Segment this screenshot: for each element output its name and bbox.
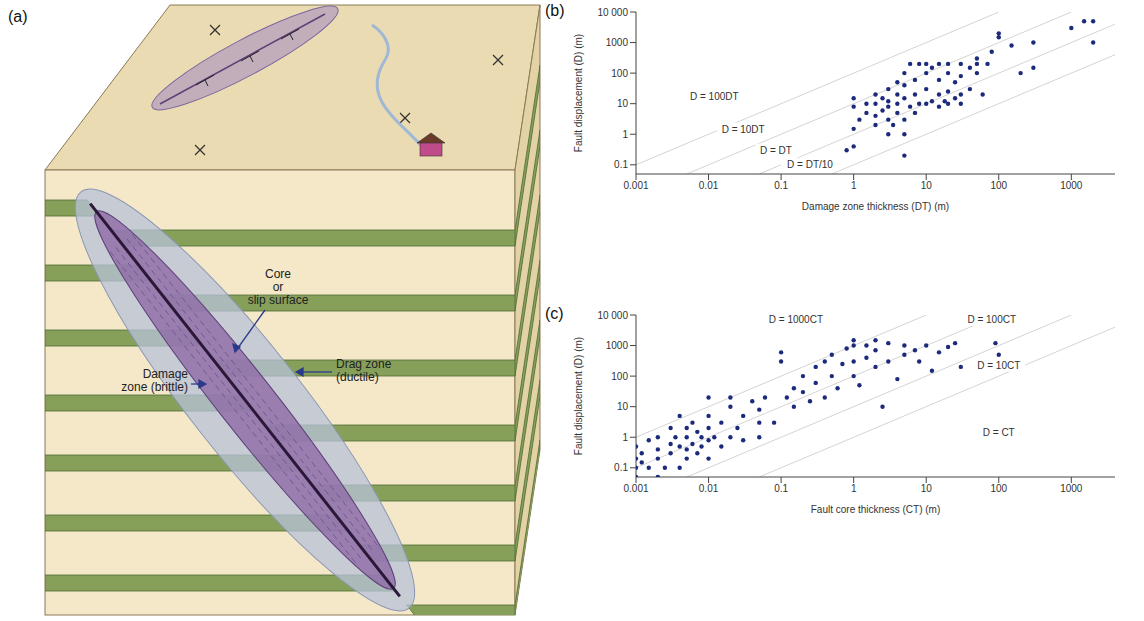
svg-text:Damagezone (brittle): Damagezone (brittle) [121,367,188,394]
svg-text:0.001: 0.001 [623,180,648,191]
svg-text:(a): (a) [8,8,28,25]
svg-text:1: 1 [622,432,628,443]
svg-text:0.1: 0.1 [614,462,628,473]
svg-text:0.1: 0.1 [614,159,628,170]
svg-text:Fault displacement (D) (m): Fault displacement (D) (m) [573,34,584,152]
svg-text:0.001: 0.001 [623,483,648,494]
svg-text:0.1: 0.1 [774,180,788,191]
svg-text:10: 10 [921,180,933,191]
svg-text:1000: 1000 [1060,483,1083,494]
svg-text:100: 100 [611,68,628,79]
svg-text:Drag zone(ductile): Drag zone(ductile) [336,357,392,384]
svg-text:D = 1000CT: D = 1000CT [769,314,823,325]
svg-text:1: 1 [622,129,628,140]
svg-text:100: 100 [611,371,628,382]
svg-text:D = DT/10: D = DT/10 [787,159,833,170]
svg-text:D = 100CT: D = 100CT [967,314,1016,325]
svg-text:D = 10CT: D = 10CT [977,360,1020,371]
svg-text:10: 10 [921,483,933,494]
svg-text:100: 100 [990,180,1007,191]
svg-text:0.1: 0.1 [774,483,788,494]
svg-text:10: 10 [617,98,629,109]
html-text:(b): (b) [545,2,565,19]
html-text:(c): (c) [545,305,564,322]
svg-text:10 000: 10 000 [597,310,628,321]
svg-text:1000: 1000 [606,340,629,351]
svg-text:1000: 1000 [1060,180,1083,191]
svg-text:0.01: 0.01 [699,180,719,191]
svg-text:1: 1 [851,180,857,191]
svg-text:D = CT: D = CT [983,427,1015,438]
svg-text:1: 1 [851,483,857,494]
svg-text:D = DT: D = DT [760,145,792,156]
svg-text:0.01: 0.01 [699,483,719,494]
svg-text:10: 10 [617,401,629,412]
svg-text:D = 10DT: D = 10DT [722,124,765,135]
svg-text:Coreorslip surface: Coreorslip surface [248,267,309,307]
svg-text:Fault displacement (D) (m): Fault displacement (D) (m) [573,337,584,455]
svg-text:D = 100DT: D = 100DT [690,91,739,102]
svg-text:Damage zone thickness (DT) (m): Damage zone thickness (DT) (m) [802,201,949,212]
svg-text:10 000: 10 000 [597,7,628,18]
svg-text:100: 100 [990,483,1007,494]
svg-text:Fault core thickness (CT) (m): Fault core thickness (CT) (m) [811,504,940,515]
svg-text:1000: 1000 [606,37,629,48]
